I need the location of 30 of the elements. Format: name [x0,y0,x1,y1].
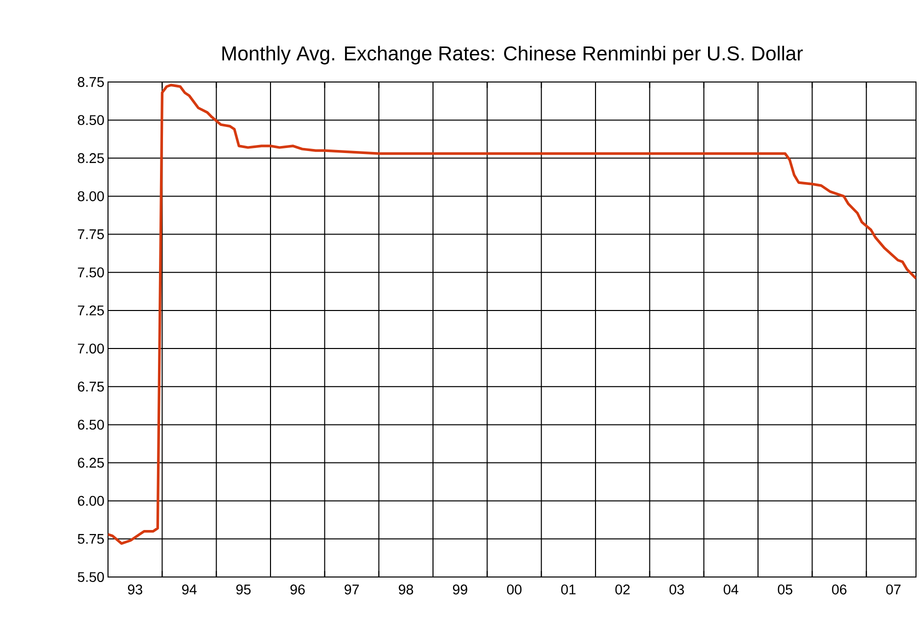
y-tick-label: 5.50 [78,572,104,582]
y-tick-label: 8.75 [78,77,104,87]
x-tick-label: 07 [886,584,901,594]
y-tick-label: 7.00 [78,344,104,354]
chart-title: Monthly Avg. Exchange Rates: Chinese Renminbi per U.S. Dollar [222,46,803,64]
x-tick-label: 98 [398,584,414,594]
y-tick-label: 6.00 [78,496,104,506]
y-tick-label: 8.50 [78,115,104,126]
x-tick-label: 01 [561,584,576,594]
x-tick-label: 06 [832,584,846,594]
x-tick-label: 04 [724,584,738,594]
x-tick-label: 96 [290,584,305,594]
y-tick-label: 5.75 [78,534,104,544]
x-tick-label: 00 [507,584,522,594]
x-tick-label: 93 [128,584,142,594]
x-tick-label: 05 [778,584,792,594]
x-tick-label: 99 [452,584,468,594]
y-tick-label: 7.50 [78,267,104,278]
y-tick-label: 6.25 [78,458,104,468]
y-tick-label: 8.00 [78,191,104,202]
y-tick-label: 6.50 [78,420,104,430]
y-tick-label: 7.75 [78,229,104,240]
y-tick-label: 8.25 [78,153,104,164]
x-tick-label: 02 [615,584,630,594]
x-tick-label: 97 [344,584,359,594]
y-tick-label: 6.75 [78,382,104,392]
x-tick-label: 94 [182,584,197,594]
y-tick-label: 7.25 [78,305,104,316]
x-tick-label: 03 [670,584,684,594]
x-tick-label: 95 [236,584,251,594]
